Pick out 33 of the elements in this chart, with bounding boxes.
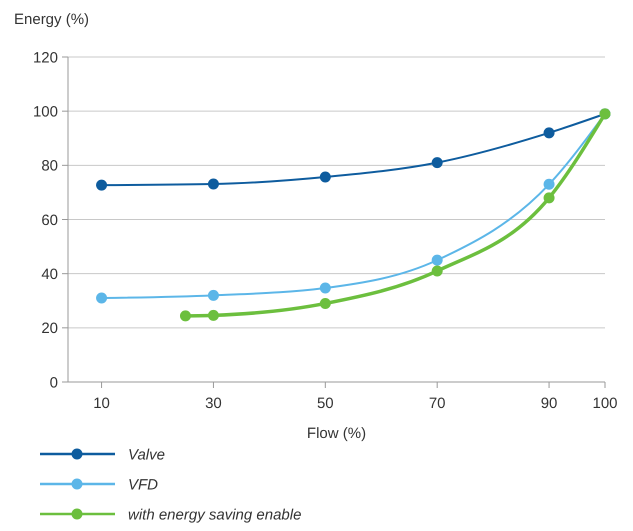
point — [208, 290, 219, 301]
point — [320, 298, 331, 309]
x-tick-label: 50 — [316, 395, 334, 412]
point — [544, 127, 555, 138]
point — [180, 310, 191, 322]
legend-label: VFD — [128, 476, 158, 494]
point — [432, 265, 443, 276]
point — [432, 157, 443, 168]
y-axis-title: Energy (%) — [14, 11, 90, 28]
y-tick-label: 20 — [41, 320, 58, 338]
y-tick-label: 0 — [50, 374, 58, 392]
y-tick-label: 100 — [32, 103, 58, 120]
y-tick-label: 60 — [41, 212, 58, 229]
point — [96, 292, 108, 304]
point — [320, 171, 331, 182]
x-tick-label: 90 — [540, 395, 558, 412]
y-tick-label: 120 — [32, 49, 58, 66]
x-tick-label: 70 — [428, 395, 446, 412]
y-tick-label: 40 — [41, 266, 58, 283]
point — [208, 178, 219, 190]
x-tick-label: 10 — [93, 395, 110, 412]
point — [208, 310, 219, 321]
point — [544, 178, 555, 190]
legend-label: Valve — [128, 446, 165, 464]
point — [320, 282, 331, 294]
point — [432, 254, 443, 266]
point — [544, 192, 555, 204]
x-axis-title: Flow (%) — [306, 425, 366, 442]
x-tick-label: 100 — [592, 395, 618, 412]
point — [96, 180, 108, 191]
y-tick-label: 80 — [41, 158, 58, 175]
x-tick-label: 30 — [205, 395, 222, 412]
legend-label: with energy saving enable — [128, 506, 302, 524]
